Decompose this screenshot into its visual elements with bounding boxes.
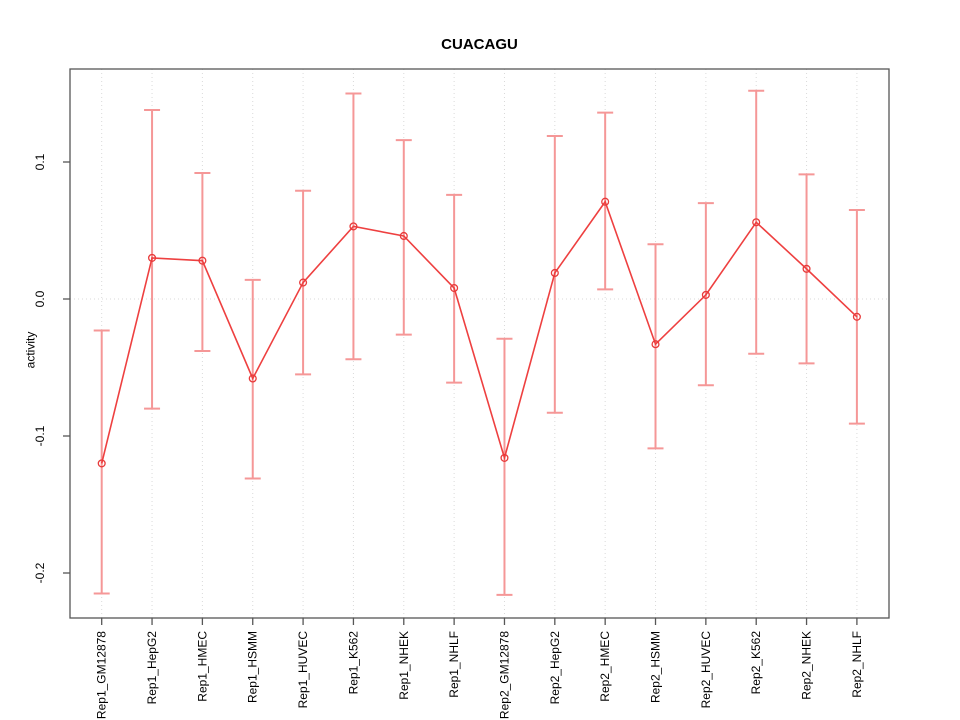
data-point (802, 264, 811, 273)
x-tick-label: Rep1_HUVEC (296, 631, 310, 709)
x-tick-label: Rep1_NHEK (397, 631, 411, 700)
x-tick-label: Rep2_HSMM (649, 631, 663, 703)
x-tick-label: Rep2_NHLF (850, 631, 864, 698)
y-tick-label: 0.1 (33, 153, 47, 170)
data-point (450, 283, 459, 293)
series-line (100, 200, 858, 464)
data-point (299, 278, 308, 287)
x-tick-label: Rep1_HMEC (195, 631, 209, 702)
data-point (248, 374, 257, 383)
y-tick-label: -0.2 (33, 562, 47, 583)
data-point (198, 256, 207, 265)
y-tick-label: 0.0 (33, 290, 47, 307)
data-point (500, 453, 509, 462)
x-tick-label: Rep1_HSMM (246, 631, 260, 703)
data-point (147, 253, 157, 262)
data-point (349, 222, 358, 231)
x-tick-label: Rep2_K562 (749, 631, 763, 695)
data-point (852, 312, 861, 321)
data-point (97, 459, 106, 468)
x-tick-label: Rep2_HUVEC (699, 631, 713, 709)
data-point (701, 290, 710, 299)
data-point (550, 268, 559, 278)
plot-frame (69, 68, 890, 619)
x-tick-label: Rep2_NHEK (800, 631, 814, 700)
data-point (399, 231, 408, 241)
x-tick-label: Rep1_HepG2 (145, 631, 159, 705)
x-tick-label: Rep1_GM12878 (95, 631, 109, 719)
y-axis-label: activity (23, 331, 38, 369)
x-tick-label: Rep2_HMEC (598, 631, 612, 702)
data-point (752, 218, 761, 227)
x-tick-label: Rep1_K562 (346, 631, 360, 695)
x-tick-label: Rep1_NHLF (447, 631, 461, 698)
y-tick-label: -0.1 (33, 425, 47, 446)
chart-title: CUACAGU (441, 36, 518, 53)
data-point (651, 340, 660, 349)
x-tick-label: Rep2_HepG2 (548, 631, 562, 705)
data-point (601, 197, 610, 206)
x-tick-label: Rep2_GM12878 (497, 631, 511, 719)
